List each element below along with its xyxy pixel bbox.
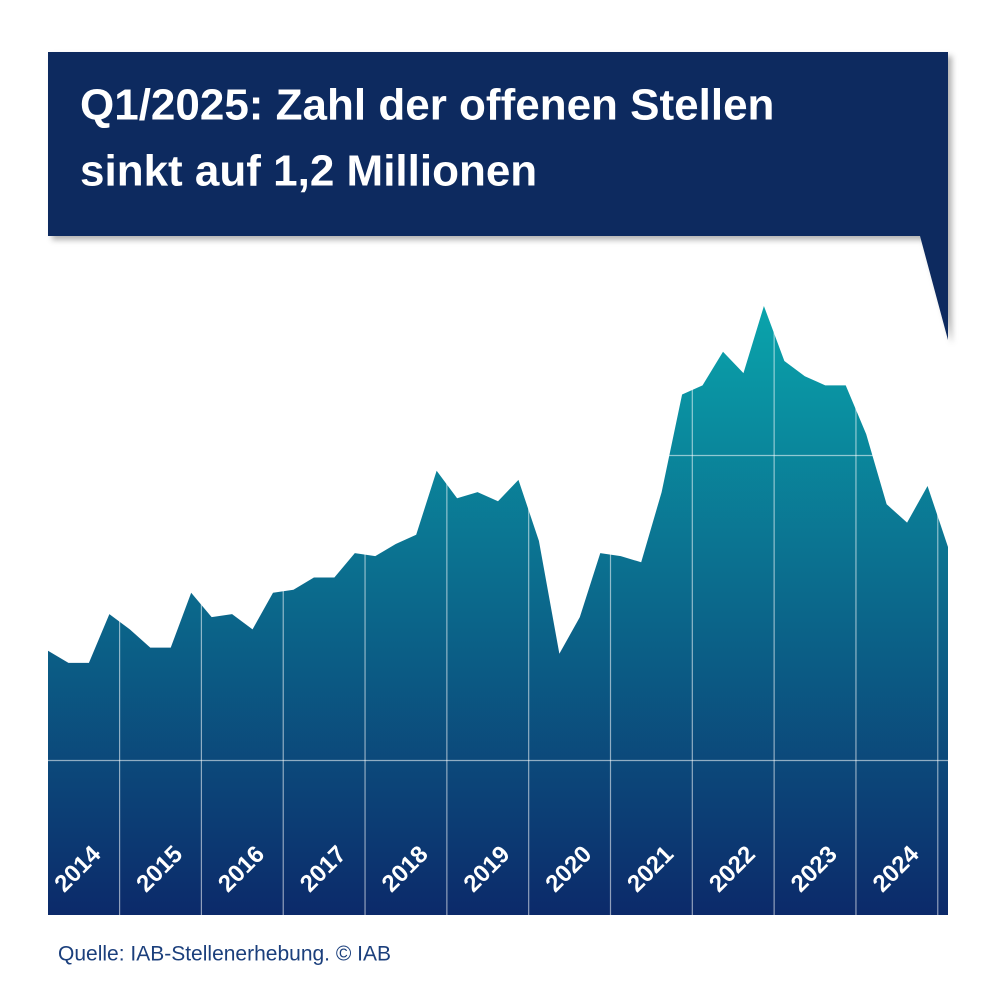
chart-title: sinkt auf 1,2 Millionen [80, 147, 537, 196]
title-box [48, 52, 948, 340]
source-note: Quelle: IAB-Stellenerhebung. © IAB [58, 943, 391, 966]
area [48, 306, 948, 915]
chart-title: Q1/2025: Zahl der offenen Stellen [80, 81, 774, 130]
plot: 2014 2015 2016 2017 2018 2019 2020 2021 2022 2023… [48, 250, 948, 915]
